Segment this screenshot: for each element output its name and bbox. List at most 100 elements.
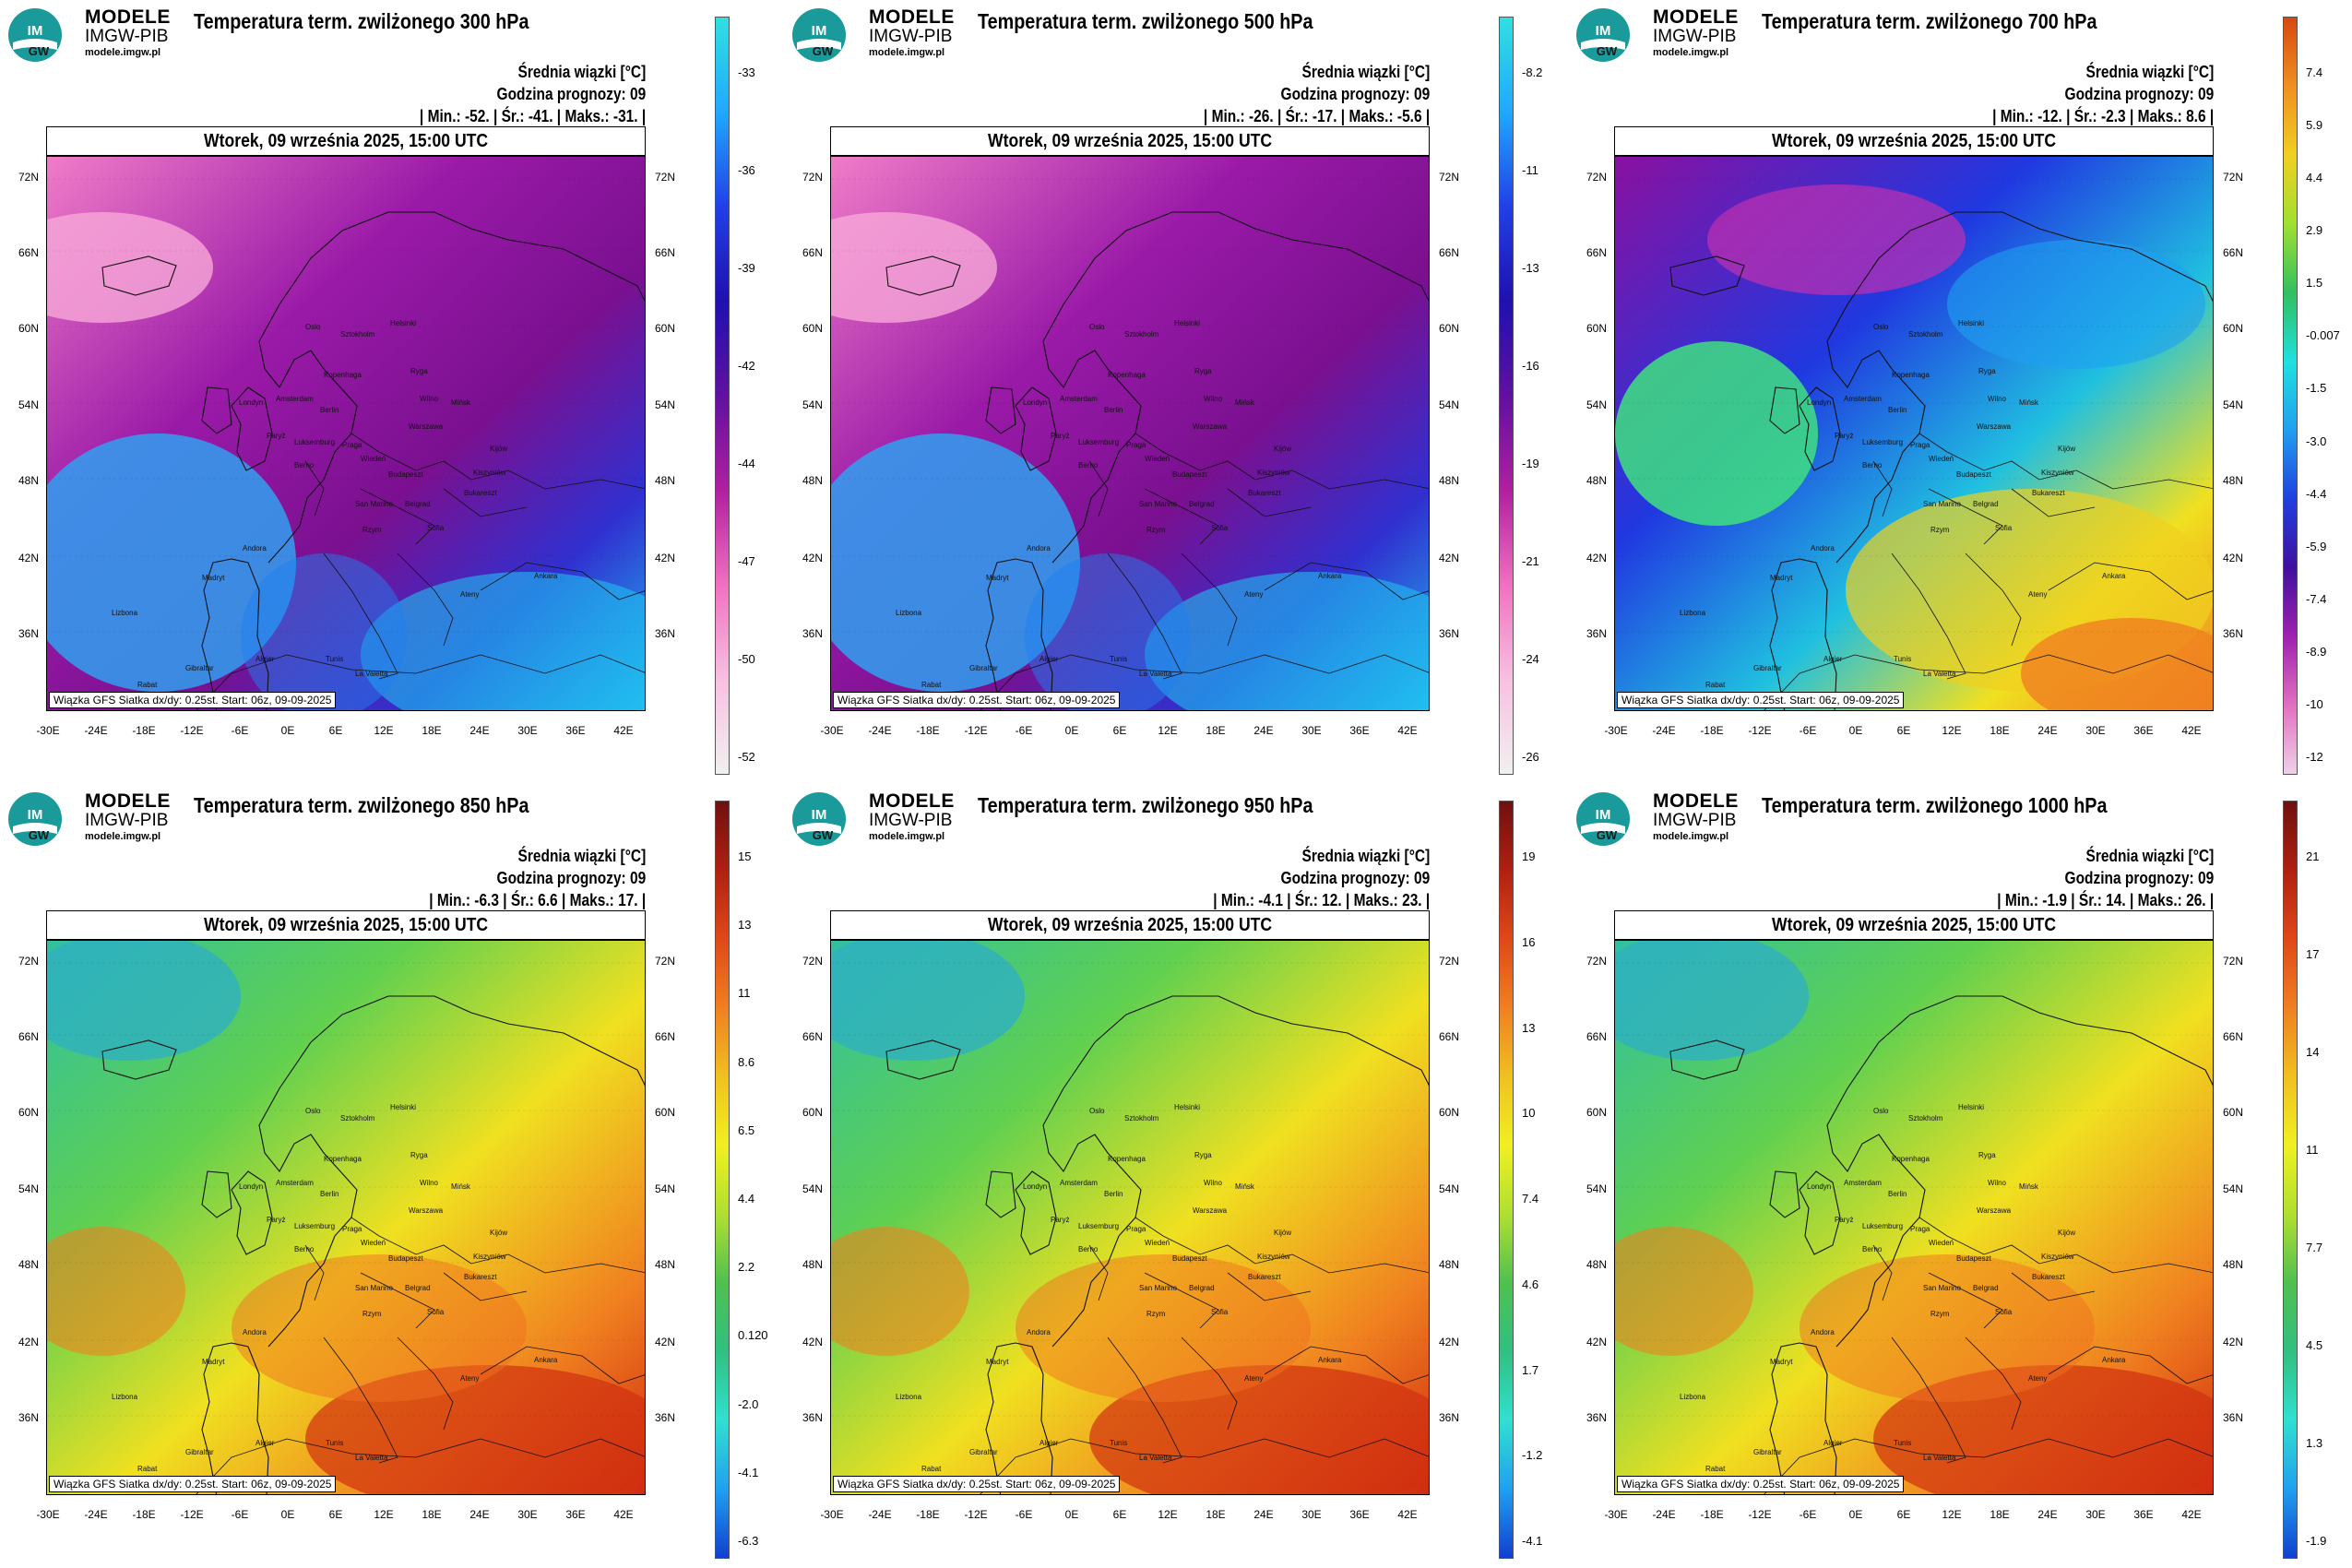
lon-label: 6E xyxy=(1112,1508,1127,1521)
brand-url[interactable]: modele.imgw.pl xyxy=(1653,47,1729,58)
colorbar-tick-label: -47 xyxy=(738,554,755,568)
lon-label: 24E xyxy=(2037,1508,2058,1521)
lat-label-right: 72N xyxy=(655,955,676,968)
colorbar-fill xyxy=(716,802,729,1558)
city-label: La Valetta xyxy=(1139,670,1172,678)
colorbar-scale xyxy=(2284,18,2297,774)
colorbar-tick-label: -12 xyxy=(2306,750,2323,764)
field-blob xyxy=(1947,240,2205,369)
colorbar xyxy=(2283,801,2298,1559)
city-label: Gibraltar xyxy=(1753,664,1782,672)
city-label: Belgrad xyxy=(405,500,431,508)
city-label: Madryt xyxy=(1770,1358,1793,1366)
svg-text:IM: IM xyxy=(1596,23,1611,39)
city-label: Lizbona xyxy=(896,1393,922,1401)
lat-label-right: 42N xyxy=(655,1336,676,1348)
lon-label: -12E xyxy=(1748,724,1772,737)
city-label: Wilno xyxy=(1204,1179,1223,1187)
lat-label-left: 54N xyxy=(802,1182,823,1195)
city-label: San Marino xyxy=(1139,500,1177,508)
city-label: Londyn xyxy=(239,398,264,407)
city-label: Kopenhaga xyxy=(324,1155,362,1163)
city-label: Oslo xyxy=(305,323,321,331)
min-mean-max: | Min.: -1.9 | Śr.: 14. | Maks.: 26. | xyxy=(1997,891,2214,909)
city-label: Paryż xyxy=(267,1216,286,1224)
city-label: Mińsk xyxy=(451,398,470,407)
city-label: Paryż xyxy=(267,432,286,440)
temperature-map: Oslo Sztokholm Helsinki Ryga Wilno Mińsk Kopen… xyxy=(1614,940,2214,1495)
field-blob xyxy=(47,212,213,323)
field-blob xyxy=(361,572,645,710)
city-label: Sofia xyxy=(427,524,445,532)
city-label: Ryga xyxy=(1978,1151,1996,1159)
city-label: Bukareszt xyxy=(2032,489,2065,497)
lat-label-left: 42N xyxy=(18,1336,39,1348)
lat-label-left: 48N xyxy=(1586,1258,1607,1271)
lon-label: 30E xyxy=(1301,724,1322,737)
colorbar-tick-label: 21 xyxy=(2306,849,2320,863)
city-label: Tunis xyxy=(1110,655,1128,663)
city-label: Algier xyxy=(255,1439,275,1447)
city-label: Ryga xyxy=(410,367,428,375)
city-label: Wiedeń xyxy=(361,1239,386,1247)
city-label: Wiedeń xyxy=(1929,1239,1954,1247)
city-label: Helsinki xyxy=(1174,319,1201,327)
city-label: Kijów xyxy=(2058,445,2076,453)
coastline xyxy=(201,211,645,710)
mean-label: Średnia wiązki [°C] xyxy=(1301,847,1430,865)
lat-label-right: 36N xyxy=(655,627,676,640)
forecast-hour: Godzina prognozy: 09 xyxy=(1280,869,1430,887)
colorbar-tick-label: -4.1 xyxy=(1522,1534,1543,1548)
colorbar-tick-label: -21 xyxy=(1522,554,1539,568)
city-label: San Marino xyxy=(1923,1284,1961,1292)
city-label: Praga xyxy=(1910,441,1930,449)
city-label: Kijów xyxy=(1274,1229,1292,1237)
brand-institute: IMGW-PIB xyxy=(869,811,953,830)
valid-date-text: Wtorek, 09 września 2025, 15:00 UTC xyxy=(1771,131,2057,151)
city-label: Oslo xyxy=(1873,323,1889,331)
city-label: Rzym xyxy=(1146,526,1166,534)
lon-label: 42E xyxy=(613,724,634,737)
brand-url[interactable]: modele.imgw.pl xyxy=(85,831,161,842)
field-blob xyxy=(2021,618,2213,710)
lat-label-left: 42N xyxy=(802,1336,823,1348)
lon-label: 18E xyxy=(1990,1508,2010,1521)
brand-name: MODELE xyxy=(85,790,171,812)
colorbar-tick-label: -1.9 xyxy=(2306,1534,2327,1548)
lat-label-right: 72N xyxy=(1439,955,1460,968)
brand-url[interactable]: modele.imgw.pl xyxy=(1653,831,1729,842)
lat-label-right: 36N xyxy=(1439,1411,1460,1424)
city-label: Berno xyxy=(294,1245,315,1253)
city-label: Algier xyxy=(1039,1439,1059,1447)
city-label: La Valetta xyxy=(355,1454,388,1462)
city-label: La Valetta xyxy=(1923,1454,1956,1462)
city-label: Londyn xyxy=(1023,1182,1048,1191)
lon-label: -18E xyxy=(1700,724,1724,737)
brand-url[interactable]: modele.imgw.pl xyxy=(869,47,945,58)
brand-url[interactable]: modele.imgw.pl xyxy=(869,831,945,842)
city-label: Algier xyxy=(1823,1439,1843,1447)
brand-institute: IMGW-PIB xyxy=(85,27,169,46)
brand-name: MODELE xyxy=(85,6,171,28)
mean-label: Średnia wiązki [°C] xyxy=(1301,63,1430,81)
colorbar-tick-label: -13 xyxy=(1522,261,1539,275)
city-label: Rabat xyxy=(137,681,158,689)
lat-label-left: 60N xyxy=(1586,322,1607,335)
city-label: Warszawa xyxy=(409,422,444,431)
brand-name: MODELE xyxy=(1653,6,1739,28)
lon-label: 24E xyxy=(1253,1508,1274,1521)
city-label: Warszawa xyxy=(1977,1206,2012,1215)
lon-label: -18E xyxy=(1700,1508,1724,1521)
imgw-logo: IM GW xyxy=(792,792,846,846)
city-label: Berno xyxy=(1862,461,1883,469)
city-label: Kopenhaga xyxy=(324,371,362,379)
min-mean-max: | Min.: -6.3 | Śr.: 6.6 | Maks.: 17. | xyxy=(429,891,646,909)
city-label: Gibraltar xyxy=(969,664,998,672)
colorbar-tick-label: -8.2 xyxy=(1522,65,1543,79)
lon-label: -6E xyxy=(231,1508,249,1521)
city-label: Praga xyxy=(342,1225,362,1233)
city-label: Budapeszt xyxy=(1172,470,1207,479)
lon-label: 0E xyxy=(280,1508,295,1521)
city-label: Bukareszt xyxy=(464,1273,497,1281)
brand-url[interactable]: modele.imgw.pl xyxy=(85,47,161,58)
